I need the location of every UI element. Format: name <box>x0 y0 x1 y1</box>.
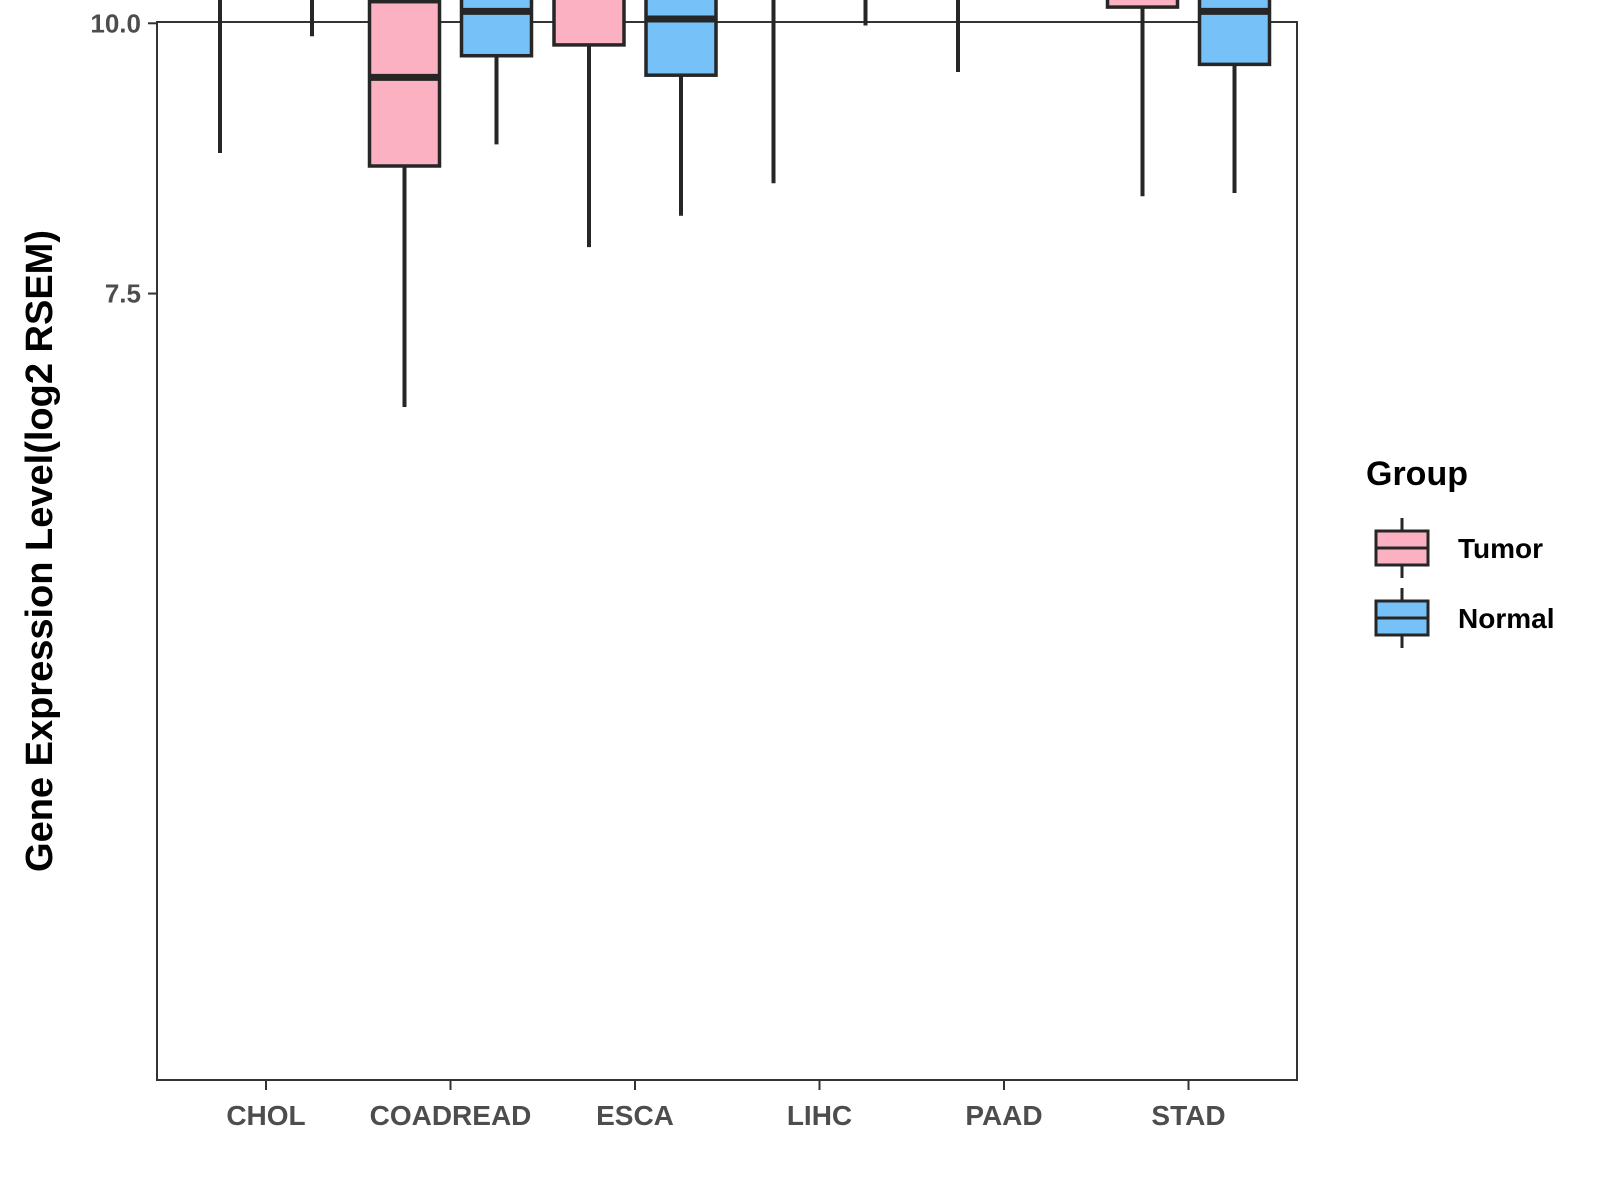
box-body <box>1105 0 1180 9</box>
box-normal-coadread <box>459 0 534 145</box>
box-body <box>644 0 718 77</box>
box-body <box>552 0 626 47</box>
box-tumor-esca <box>552 0 626 248</box>
x-tick-label-esca: ESCA <box>596 1100 674 1131</box>
legend-title: Group <box>1366 455 1468 493</box>
box-normal-lihc <box>863 0 868 26</box>
box-body <box>367 0 442 168</box>
x-tick-label-stad: STAD <box>1151 1100 1225 1131</box>
box-tumor-stad <box>1105 0 1180 197</box>
legend-label-normal: Normal <box>1458 603 1554 634</box>
boxes-layer <box>218 0 1272 408</box>
plot-panel <box>156 21 1298 1081</box>
y-tick-label: 7.5 <box>105 279 141 309</box>
legend-item-tumor: Tumor <box>1374 518 1543 578</box>
box-normal-esca <box>644 0 718 216</box>
x-tick-label-paad: PAAD <box>965 1100 1042 1131</box>
y-tick-label: 10.0 <box>90 8 141 38</box>
legend-label-tumor: Tumor <box>1458 533 1543 564</box>
x-tick-label-coadread: COADREAD <box>370 1100 532 1131</box>
box-normal-stad <box>1197 0 1272 194</box>
legend: Group Tumor Normal <box>1366 455 1554 648</box>
box-tumor-chol <box>218 0 222 154</box>
box-tumor-paad <box>956 0 960 72</box>
y-axis-title: Gene Expression Level(log2 RSEM) <box>19 230 61 872</box>
x-axis: CHOL COADREAD ESCA LIHC PAAD STAD <box>226 1080 1226 1131</box>
box-tumor-coadread <box>367 0 442 408</box>
x-tick-label-chol: CHOL <box>226 1100 305 1131</box>
y-axis: 7.510.012.515.0 <box>90 8 157 309</box>
legend-item-normal: Normal <box>1374 588 1554 648</box>
box-tumor-lihc <box>771 0 776 184</box>
box-normal-chol <box>310 0 314 37</box>
x-tick-label-lihc: LIHC <box>787 1100 852 1131</box>
